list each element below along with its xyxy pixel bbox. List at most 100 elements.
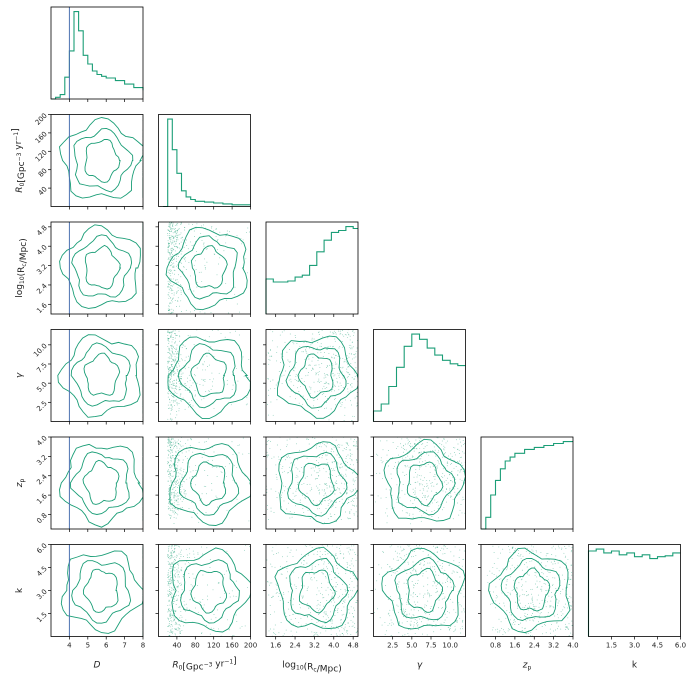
sample-point [170,271,172,272]
sample-point [353,332,355,334]
sample-point [327,373,329,375]
sample-point [283,330,285,332]
sample-point [333,375,335,377]
sample-point [174,342,176,344]
sample-point [169,237,170,239]
sample-point [176,404,178,406]
sample-point [169,445,171,447]
sample-point [169,514,171,516]
sample-point [170,481,172,483]
sample-point [172,401,174,403]
sample-point [170,227,172,229]
sample-point [293,384,295,386]
sample-point [205,493,207,495]
sample-point [169,223,171,225]
sample-point [167,480,169,482]
sample-point [168,372,169,374]
sample-point [170,282,172,284]
sample-point [170,464,171,466]
sample-point [194,375,196,377]
sample-point [341,367,343,369]
sample-point [169,471,171,473]
panel-gamma [372,329,466,425]
sample-point [318,364,320,366]
sample-point [322,336,324,338]
sample-point [270,388,271,390]
sample-point [169,452,171,454]
sample-point [325,382,327,384]
sample-point [185,471,187,473]
sample-point [196,382,198,384]
sample-point [170,237,172,239]
sample-point [168,370,170,372]
sample-point [332,346,334,348]
sample-point [322,388,324,390]
sample-point [184,383,186,385]
panel-frame [50,436,144,530]
sample-point [170,264,172,266]
sample-point [168,443,170,445]
sample-point [346,371,348,373]
sample-point [169,470,171,472]
sample-point [353,357,355,359]
sample-point [170,356,172,358]
sample-point [267,351,269,353]
sample-point [184,257,186,259]
panel-frame [50,329,144,422]
sample-point [177,402,179,404]
sample-point [189,335,191,337]
sample-point [170,508,172,510]
sample-point [169,382,171,384]
sample-point [183,257,185,259]
sample-point [175,483,176,485]
sample-point [171,289,173,291]
sample-point [176,357,178,359]
sample-point [311,360,313,362]
sample-point [220,471,222,473]
sample-point [175,400,177,402]
sample-point [180,384,182,386]
sample-point [180,285,182,286]
sample-point [176,236,178,238]
sample-point [168,295,170,297]
sample-point [201,399,203,401]
sample-point [344,414,346,416]
sample-point [356,347,358,349]
sample-point [181,484,183,486]
sample-point [289,396,291,398]
sample-point [184,456,186,457]
sample-point [281,331,283,333]
sample-point [195,484,196,486]
sample-point [173,492,175,494]
sample-point [195,269,197,271]
sample-point [351,377,353,379]
sample-point [181,376,182,378]
sample-point [176,500,177,502]
sample-point [306,347,307,349]
sample-point [180,444,182,446]
sample-point [202,384,204,386]
sample-point [171,450,173,452]
sample-point [301,378,303,380]
sample-point [329,364,331,366]
sample-point [170,336,172,338]
sample-point [309,393,311,394]
sample-point [172,232,174,234]
panel-D [50,6,144,102]
sample-point [178,485,179,487]
sample-point [177,498,179,500]
sample-point [272,331,274,333]
y-tick-label-gamma: 5.0 [35,380,49,394]
sample-point [176,292,178,294]
sample-point [171,337,173,338]
sample-point [348,356,350,358]
y-tick-label-logRc: 4.0 [35,243,49,257]
sample-point [196,223,198,225]
sample-point [288,379,290,381]
sample-point [344,359,346,361]
sample-point [169,386,171,388]
sample-point [289,374,291,376]
sample-point [176,234,178,236]
sample-point [321,394,323,395]
sample-point [180,489,182,490]
